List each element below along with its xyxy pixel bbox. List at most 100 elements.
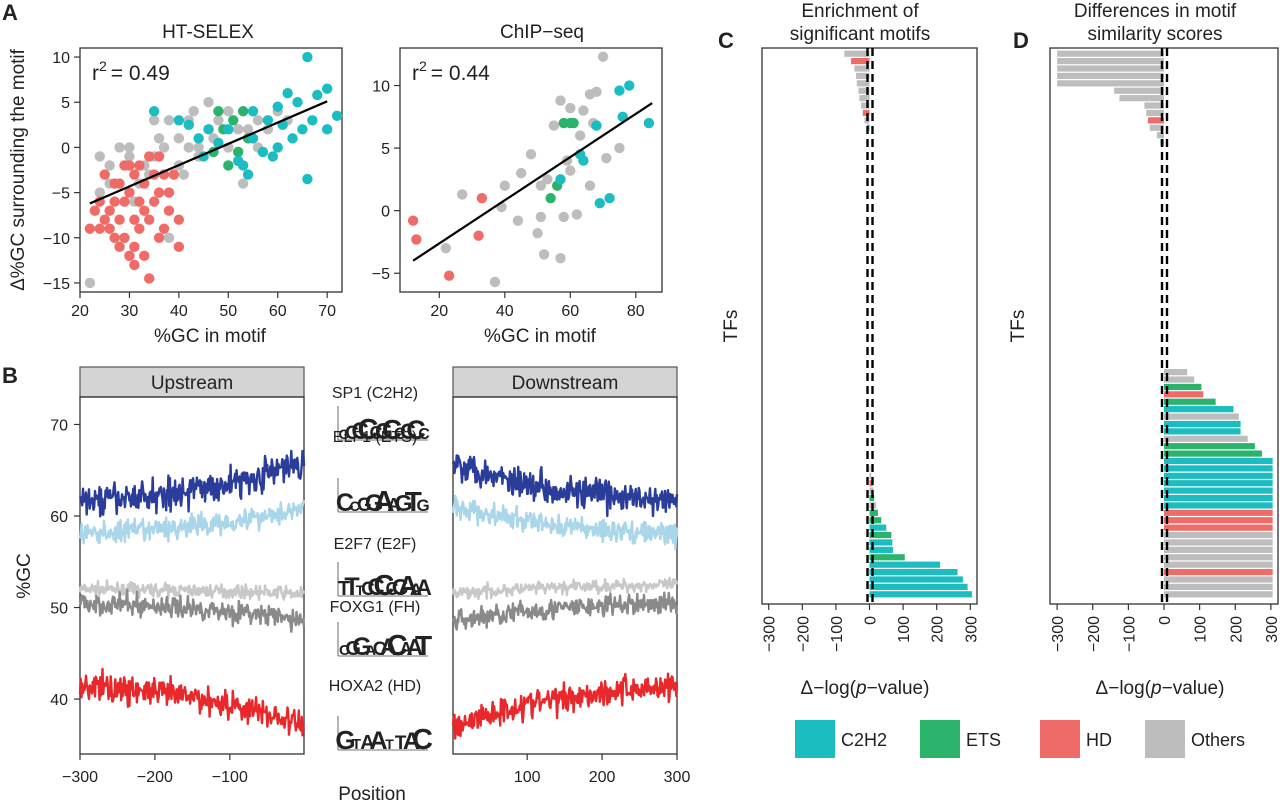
ht-selex-point-c2h2 — [331, 110, 343, 121]
logo-letter: C — [387, 630, 408, 662]
chip-seq-x-tick-label: 80 — [627, 303, 645, 320]
chip-seq-point-others — [499, 180, 510, 191]
legend-label-others: Others — [1191, 730, 1245, 750]
sp1-motif-label: SP1 (C2H2) — [332, 385, 418, 402]
similarity-bar-ets — [1164, 383, 1202, 391]
logo-letter: A — [410, 580, 422, 599]
similarity-bar-hd — [1164, 568, 1273, 576]
similarity-bar-others — [1164, 413, 1239, 420]
logo-letter: C — [382, 414, 402, 445]
enrichment-bar-chart: Enrichment of significant motifs TFs Δ−l… — [721, 1, 980, 699]
similarity-bar-others — [1057, 80, 1164, 87]
ht-selex-point-hd — [163, 187, 175, 198]
enrichment-bar-c2h2 — [869, 591, 972, 598]
ht-selex-point-c2h2 — [193, 133, 204, 144]
enrichment-bar-c2h2 — [869, 568, 958, 576]
chip-seq-x-tick-label: 40 — [496, 303, 514, 320]
chip-seq-point-others — [542, 174, 553, 185]
similarity-bar-others — [1164, 561, 1273, 568]
logo-letter: G — [357, 495, 372, 516]
enrichment-x-tick-label: −100 — [829, 616, 846, 652]
panel-letter-d: D — [1013, 28, 1029, 53]
ht-selex-point-c2h2 — [247, 106, 259, 117]
chip-seq-point-others — [555, 95, 566, 106]
logo-letter: G — [395, 490, 413, 516]
logo-letter: A — [406, 634, 423, 660]
ht-selex-point-others — [183, 142, 194, 153]
similarity-bar-hd — [1147, 117, 1164, 124]
ht-selex-point-hd — [139, 250, 150, 262]
gc-y-tick-label: 60 — [50, 509, 68, 526]
enrichment-bar-others — [856, 80, 870, 87]
ht-selex-point-c2h2 — [183, 119, 194, 131]
ht-selex-point-c2h2 — [307, 115, 318, 126]
upstream-x-tick-label: −200 — [137, 769, 173, 786]
ht-selex-point-hd — [148, 196, 160, 207]
gc-y-tick-label: 70 — [50, 417, 68, 434]
chip-seq-point-others — [601, 152, 612, 164]
chip-seq-point-others — [548, 120, 560, 131]
similarity-bar-c2h2 — [1164, 487, 1273, 494]
legend-swatch-hd — [1040, 720, 1080, 758]
logo-letter: C — [351, 418, 368, 445]
enrichment-x-tick-label: 100 — [896, 616, 913, 643]
ht-selex-point-others — [94, 151, 105, 162]
foxg1-upstream-line — [78, 588, 306, 633]
chip-seq-point-others — [578, 105, 589, 116]
enrichment-y-axis-label: TFs — [721, 310, 742, 343]
similarity-x-tick-label: −200 — [1086, 616, 1103, 652]
chip-seq-point-c2h2 — [591, 120, 602, 131]
ht-selex-point-others — [237, 178, 249, 189]
logo-letter: T — [415, 630, 432, 661]
chip-seq-point-c2h2 — [555, 174, 566, 185]
chip-seq-point-others — [457, 189, 468, 200]
enrichment-bar-others — [869, 465, 871, 472]
ht-selex-point-hd — [153, 232, 165, 243]
ht-selex-x-tick-label: 40 — [170, 303, 188, 320]
ht-selex-point-c2h2 — [287, 133, 298, 144]
ht-selex-x-tick-label: 70 — [318, 303, 336, 320]
ht-selex-point-others — [178, 169, 190, 180]
ht-selex-point-c2h2 — [148, 106, 160, 117]
chip-seq-point-others — [565, 165, 576, 176]
ht-selex-point-hd — [144, 273, 155, 284]
chip-seq-point-ets — [545, 192, 556, 204]
logo-letter: T — [385, 736, 394, 752]
ht-selex-x-tick-label: 60 — [269, 303, 287, 320]
downstream-x-tick-label: 300 — [664, 769, 691, 786]
similarity-bar-others — [1057, 72, 1164, 80]
ht-selex-point-others — [114, 142, 125, 153]
ht-selex-point-hd — [158, 223, 170, 234]
logo-letter: C — [406, 415, 426, 445]
ht-selex-y-tick-label: 10 — [52, 50, 70, 67]
enrichment-bars — [844, 50, 972, 598]
similarity-x-tick-label: 200 — [1228, 616, 1245, 643]
ht-selex-point-c2h2 — [302, 51, 313, 63]
ht-selex-y-tick-label: 5 — [61, 95, 70, 112]
ht-selex-point-c2h2 — [272, 142, 283, 153]
ht-selex-point-hd — [104, 223, 115, 234]
ht-selex-x-axis-label: %GC in motif — [154, 326, 267, 347]
ht-selex-point-hd — [119, 232, 130, 243]
ht-selex-point-hd — [94, 223, 105, 234]
similarity-bar-others — [1164, 546, 1273, 553]
elf1-motif-label: ELF1 (ETS) — [333, 429, 417, 446]
ht-selex-point-hd — [129, 241, 140, 253]
logo-letter: C — [373, 639, 387, 660]
similarity-bar-c2h2 — [1164, 457, 1273, 465]
ht-selex-point-hd — [168, 169, 180, 180]
chip-seq-point-others — [574, 130, 586, 141]
similarity-bar-others — [1146, 109, 1164, 117]
hoxa2-upstream-line — [78, 667, 306, 737]
ht-selex-point-others — [203, 97, 214, 108]
ht-selex-point-hd — [129, 259, 140, 271]
logo-letter: A — [366, 642, 376, 658]
ht-selex-point-c2h2 — [312, 89, 323, 101]
ht-selex-point-hd — [173, 241, 185, 253]
enrichment-x-tick-label: −200 — [795, 616, 812, 652]
ht-selex-point-hd — [134, 196, 145, 207]
gc-y-axis-label: %GC — [14, 553, 35, 598]
hoxa2-downstream-line — [451, 672, 679, 740]
foxg1-downstream-line — [451, 591, 679, 631]
